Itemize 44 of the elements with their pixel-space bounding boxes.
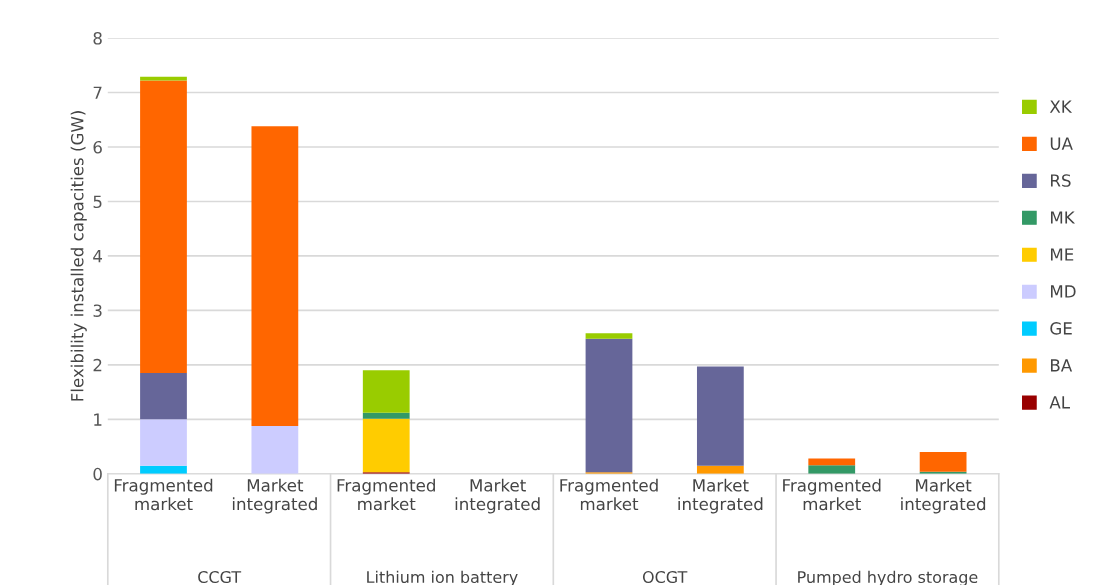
x-tick-label: Market integrated (901, 478, 986, 514)
y-tick-label: 2 (93, 358, 102, 372)
x-tick-label: Market integrated (232, 478, 317, 514)
bar (251, 126, 299, 426)
bar (585, 338, 633, 473)
bar (919, 452, 967, 472)
x-tick-label: Market integrated (678, 478, 763, 514)
y-tick-label: 8 (93, 31, 102, 45)
bar (808, 465, 856, 474)
bar (808, 458, 856, 466)
legend-label: MD (1051, 285, 1076, 298)
y-tick-label: 7 (93, 86, 102, 99)
x-tick-label: Fragmented market (114, 478, 213, 511)
y-tick-label: 5 (93, 195, 102, 209)
legend-label: MK (1051, 211, 1076, 224)
bar (362, 412, 410, 419)
bar (140, 373, 187, 420)
bar (140, 80, 187, 374)
legend-label: BA (1051, 359, 1073, 372)
legend-label: AL (1049, 396, 1070, 409)
y-tick-label: 0 (93, 467, 102, 481)
y-tick-label: 6 (93, 140, 102, 154)
x-tick-label: Fragmented market (337, 478, 435, 511)
bar (696, 366, 744, 466)
text: OCGT (642, 571, 688, 584)
y-tick-label: 3 (93, 304, 102, 317)
bar (585, 333, 633, 339)
legend-label: ME (1051, 248, 1074, 261)
legend-label: XK (1049, 100, 1073, 113)
y-axis-title: Flexibility installed capacities (GW) (70, 111, 87, 401)
bar (140, 76, 187, 81)
text: CCGT (198, 571, 242, 584)
bar (362, 418, 410, 473)
x-tick-label: Fragmented market (783, 478, 881, 511)
x-tick-label: Market integrated (455, 478, 540, 514)
legend-label: RS (1051, 174, 1071, 187)
y-tick-label: 4 (93, 250, 102, 263)
y-tick-label: 1 (94, 413, 102, 426)
x-tick-label: Fragmented market (560, 478, 658, 511)
bar (362, 370, 410, 413)
bar (251, 425, 299, 474)
legend-label: UA (1050, 137, 1073, 150)
bar (140, 419, 187, 466)
legend-label: GE (1050, 322, 1072, 335)
